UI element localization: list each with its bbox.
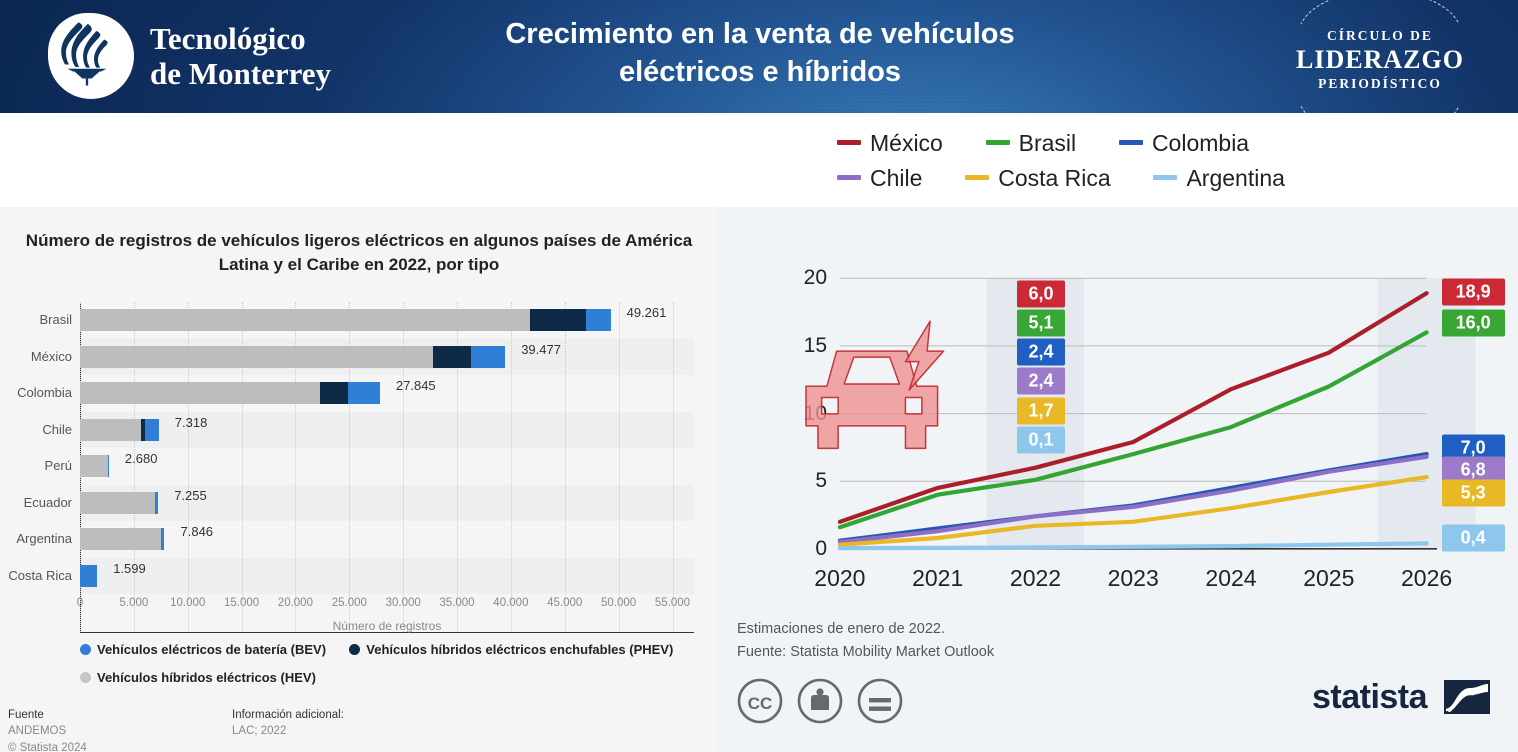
svg-text:CC: CC <box>748 694 773 713</box>
